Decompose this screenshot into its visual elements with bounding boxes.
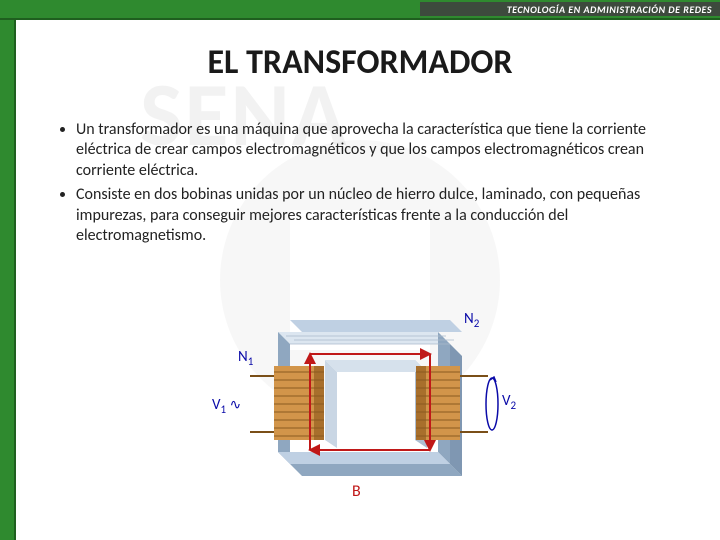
secondary-coil bbox=[416, 366, 488, 440]
label-v2: V2 bbox=[502, 392, 516, 412]
program-strip: TECNOLOGÍA EN ADMINISTRACIÓN DE REDES bbox=[420, 2, 720, 16]
bullet-list: Un transformador es una máquina que apro… bbox=[58, 120, 678, 251]
top-banner: TECNOLOGÍA EN ADMINISTRACIÓN DE REDES bbox=[0, 0, 720, 22]
bullet-item: Consiste en dos bobinas unidas por un nú… bbox=[76, 185, 678, 246]
label-n2: N2 bbox=[464, 310, 479, 330]
label-b: B bbox=[352, 482, 361, 501]
page-title: EL TRANSFORMADOR bbox=[0, 42, 720, 83]
v2-loop bbox=[486, 378, 498, 430]
transformer-diagram: N1 N2 V1 ∿ V2 B bbox=[240, 300, 500, 500]
bullet-item: Un transformador es una máquina que apro… bbox=[76, 120, 678, 181]
slide: SENA TECNOLOGÍA EN ADMINISTRACIÓN DE RED… bbox=[0, 0, 720, 540]
label-v1: V1 ∿ bbox=[212, 396, 241, 416]
label-n1: N1 bbox=[238, 348, 253, 368]
program-label: TECNOLOGÍA EN ADMINISTRACIÓN DE REDES bbox=[507, 3, 712, 16]
primary-coil bbox=[250, 366, 324, 440]
top-underline bbox=[0, 18, 720, 20]
